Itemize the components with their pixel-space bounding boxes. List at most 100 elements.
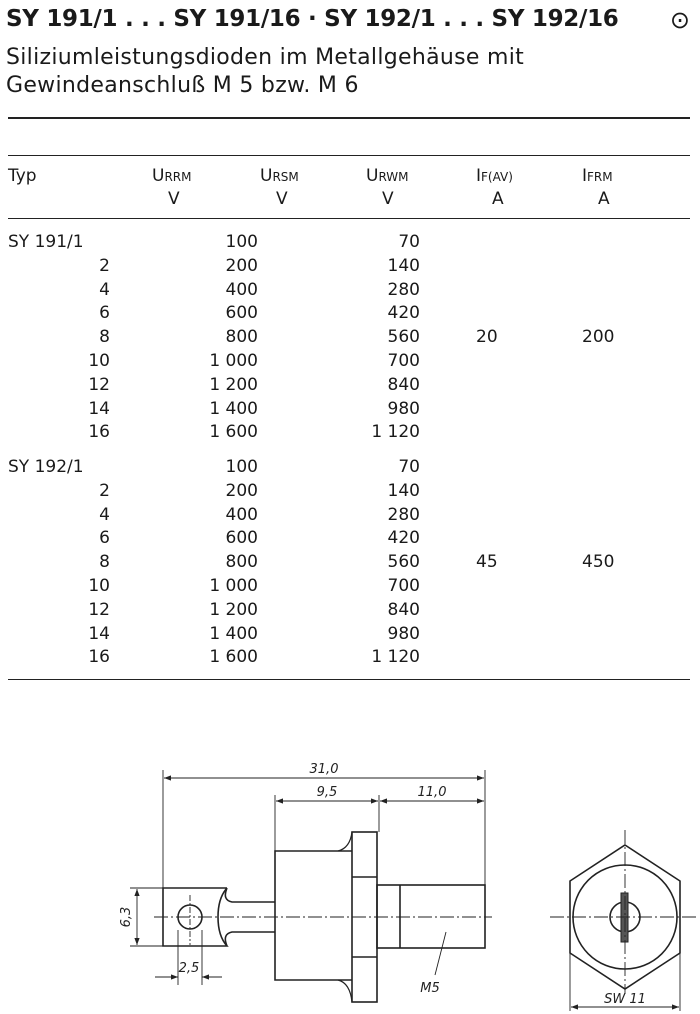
row-urrm: 800: [225, 327, 258, 348]
column-subscript: FRM: [587, 170, 613, 184]
column-unit: A: [598, 189, 610, 209]
thread: [376, 884, 486, 949]
dim-thread-label: 11,0: [418, 785, 447, 800]
group-if-av: 20: [476, 327, 498, 348]
subtitle-line-2: Gewindeanschluß M 5 bzw. M 6: [6, 73, 359, 98]
column-subscript: RWM: [378, 170, 409, 184]
divider-top: [8, 117, 690, 119]
group-ifrm: 200: [582, 327, 615, 348]
row-urrm: 400: [225, 504, 258, 525]
column-symbol: Typ: [8, 166, 37, 186]
row-urwm: 840: [387, 599, 420, 620]
row-urrm: 600: [225, 303, 258, 324]
column-header: URWM: [366, 166, 409, 186]
row-type: 12: [88, 374, 110, 395]
row-urrm: 100: [225, 457, 258, 477]
row-type: 4: [99, 504, 110, 525]
column-subscript: RRM: [164, 170, 192, 184]
row-urrm: 1 000: [209, 351, 258, 371]
page-title: SY 191/1 . . . SY 191/16 · SY 192/1 . . …: [6, 6, 619, 32]
row-type: 6: [99, 303, 110, 324]
column-header: IFRM: [582, 166, 613, 186]
dim-lug-label: 6,3: [119, 907, 134, 928]
row-urwm: 420: [387, 528, 420, 549]
dim-hole-label: 2,5: [179, 961, 200, 976]
row-type: 16: [88, 647, 110, 668]
row-urrm: 1 000: [209, 576, 258, 596]
row-urrm: 1 600: [209, 422, 258, 443]
row-urrm: 1 600: [209, 647, 258, 668]
row-urrm: 200: [225, 480, 258, 501]
row-urwm: 980: [387, 623, 420, 644]
row-type: SY 192/1: [8, 457, 84, 477]
row-urrm: 400: [225, 279, 258, 300]
row-urwm: 140: [387, 480, 420, 501]
group-if-av: 45: [476, 552, 498, 573]
row-urwm: 1 120: [371, 422, 420, 443]
column-symbol: I: [476, 166, 482, 186]
row-type: 4: [99, 279, 110, 300]
row-type: 16: [88, 422, 110, 443]
row-urwm: 700: [387, 576, 420, 596]
row-type: 12: [88, 599, 110, 620]
column-header: URRM: [152, 166, 191, 186]
row-urwm: 980: [387, 398, 420, 419]
dim-body-label: 9,5: [317, 785, 338, 800]
subtitle-line-1: Siliziumleistungsdioden im Metallgehäuse…: [6, 45, 525, 70]
row-urrm: 1 200: [209, 599, 258, 620]
row-type: 10: [88, 576, 110, 596]
column-unit: V: [382, 189, 394, 209]
stem: [224, 887, 275, 947]
row-urwm: 280: [387, 504, 420, 525]
group-ifrm: 450: [582, 552, 615, 573]
column-symbol: U: [260, 166, 273, 186]
wrench-size-label: SW 11: [604, 992, 646, 1007]
row-urrm: 800: [225, 552, 258, 573]
divider-table-bottom: [8, 679, 690, 680]
row-urrm: 1 400: [209, 623, 258, 644]
row-urrm: 1 200: [209, 374, 258, 395]
row-urrm: 200: [225, 255, 258, 276]
row-type: 2: [99, 255, 110, 276]
row-type: 8: [99, 552, 110, 573]
thread-label: M5: [420, 981, 440, 996]
row-urwm: 1 120: [371, 647, 420, 668]
column-unit: A: [492, 189, 504, 209]
row-urwm: 280: [387, 279, 420, 300]
column-symbol: I: [582, 166, 588, 186]
row-type: SY 191/1: [8, 232, 84, 252]
package-symbol-icon: ⊙: [669, 6, 690, 34]
divider-header-bottom: [8, 218, 690, 219]
m5-leader: [434, 931, 447, 976]
row-type: 10: [88, 351, 110, 371]
row-type: 8: [99, 327, 110, 348]
row-type: 2: [99, 480, 110, 501]
column-symbol: U: [366, 166, 379, 186]
body: [274, 850, 352, 981]
row-urrm: 100: [225, 232, 258, 252]
divider-table-top: [8, 155, 690, 156]
column-header: Typ: [8, 166, 37, 186]
dim-total-label: 31,0: [310, 762, 339, 777]
column-unit: V: [276, 189, 288, 209]
row-urwm: 420: [387, 303, 420, 324]
row-type: 14: [88, 398, 110, 419]
row-urwm: 70: [398, 232, 420, 252]
column-symbol: U: [152, 166, 165, 186]
column-unit: V: [168, 189, 180, 209]
row-urwm: 840: [387, 374, 420, 395]
column-subscript: RSM: [272, 170, 299, 184]
row-urwm: 140: [387, 255, 420, 276]
row-urwm: 560: [387, 552, 420, 573]
column-header: URSM: [260, 166, 299, 186]
column-header: IF(AV): [476, 166, 513, 186]
row-urrm: 600: [225, 528, 258, 549]
row-urwm: 700: [387, 351, 420, 371]
row-urrm: 1 400: [209, 398, 258, 419]
row-urwm: 560: [387, 327, 420, 348]
row-type: 6: [99, 528, 110, 549]
column-subscript: F(AV): [481, 170, 513, 184]
row-type: 14: [88, 623, 110, 644]
row-urwm: 70: [398, 457, 420, 477]
